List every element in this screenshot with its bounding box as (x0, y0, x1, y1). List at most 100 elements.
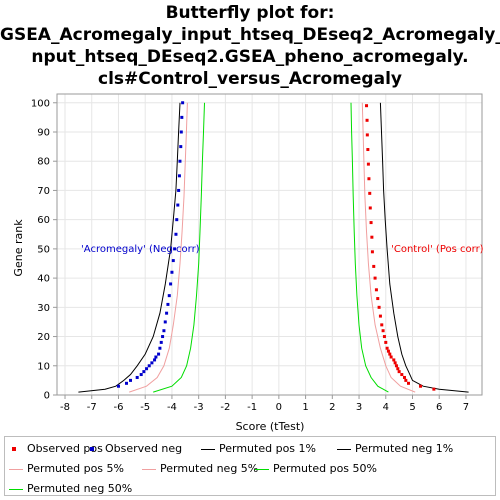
x-tick-label: -2 (220, 402, 230, 413)
point-observed-pos (365, 104, 369, 108)
point-observed-neg (116, 384, 120, 388)
point-observed-neg (157, 352, 161, 356)
point-observed-pos (396, 367, 400, 371)
point-observed-neg (170, 270, 174, 274)
point-observed-pos (378, 314, 382, 318)
x-tick-label: 1 (302, 402, 308, 413)
point-observed-pos (373, 276, 377, 280)
line-permuted-neg-50 (153, 102, 205, 393)
series-permuted-neg-50 (153, 102, 205, 393)
point-observed-neg (139, 373, 143, 377)
point-observed-neg (158, 346, 162, 350)
legend-swatch (255, 464, 269, 474)
point-observed-neg (150, 361, 154, 365)
legend-label: Permuted neg 5% (160, 462, 259, 475)
plot-area (57, 94, 482, 395)
point-observed-neg (177, 188, 181, 192)
legend-label: Permuted pos 1% (219, 442, 316, 455)
legend-label: Permuted pos 50% (273, 462, 377, 475)
point-observed-pos (404, 378, 408, 382)
point-observed-neg (147, 364, 151, 368)
legend-item-observed-neg: Observed neg (87, 442, 182, 455)
point-observed-neg (171, 259, 175, 263)
legend-swatch (337, 444, 351, 454)
point-observed-neg (163, 320, 167, 324)
point-observed-pos (432, 387, 436, 391)
y-tick-label: 90 (37, 127, 50, 138)
point-observed-pos (393, 361, 397, 365)
point-observed-pos (380, 323, 384, 327)
legend-swatch (9, 464, 23, 474)
y-tick-label: 10 (37, 361, 50, 372)
x-tick-label: 5 (409, 402, 415, 413)
title-line-4: cls#Control_versus_Acromegaly (98, 69, 402, 89)
x-tick-label: -3 (194, 402, 204, 413)
point-observed-neg (173, 247, 177, 251)
x-tick-label: 3 (356, 402, 362, 413)
point-observed-pos (372, 264, 376, 268)
legend-label: Permuted neg 1% (355, 442, 454, 455)
x-tick-label: 2 (329, 402, 335, 413)
point-observed-neg (153, 358, 157, 362)
point-observed-pos (384, 340, 388, 344)
x-tick-label: 7 (463, 402, 469, 413)
title-line-3: nput_htseq_DEseq2.GSEA_pheno_acromegaly. (31, 47, 469, 67)
point-observed-neg (174, 232, 178, 236)
point-observed-neg (178, 159, 182, 163)
line-permuted-neg-5 (129, 102, 188, 393)
point-observed-neg (159, 340, 163, 344)
point-observed-neg (166, 302, 170, 306)
chart-title: Butterfly plot for: GSEA_Acromegaly_inpu… (0, 2, 500, 90)
series-permuted-neg-5 (129, 102, 188, 393)
grid (57, 94, 482, 396)
legend: Observed pos Observed neg Permuted pos 1% P… (4, 436, 496, 496)
legend-item-permuted-neg-1: Permuted neg 1% (337, 442, 453, 455)
x-tick-label: 6 (436, 402, 442, 413)
point-observed-pos (368, 191, 372, 195)
point-observed-neg (179, 130, 183, 134)
point-observed-neg (142, 370, 146, 374)
point-observed-pos (392, 358, 396, 362)
legend-label: Permuted pos 5% (27, 462, 124, 475)
annotation-neg-corr: 'Acromegaly' (Neg corr) (81, 244, 200, 255)
point-observed-neg (181, 101, 185, 105)
legend-item-observed-pos: Observed pos (9, 442, 103, 455)
legend-swatch (9, 444, 23, 454)
line-permuted-pos-1 (379, 102, 469, 393)
y-tick-label: 20 (37, 332, 50, 343)
point-observed-pos (400, 373, 404, 377)
x-tick-label: -8 (60, 402, 70, 413)
point-observed-pos (389, 355, 393, 359)
point-observed-neg (129, 378, 133, 382)
legend-label: Observed neg (105, 442, 183, 455)
point-observed-neg (167, 294, 171, 298)
point-observed-pos (386, 349, 390, 353)
point-observed-pos (376, 297, 380, 301)
x-tick-label: -5 (140, 402, 150, 413)
y-axis-label: Gene rank (12, 219, 25, 277)
y-tick-label: 50 (37, 244, 50, 255)
legend-item-permuted-pos-1: Permuted pos 1% (201, 442, 316, 455)
legend-item-permuted-pos-5: Permuted pos 5% (9, 462, 124, 475)
point-observed-neg (179, 145, 183, 149)
point-observed-pos (394, 364, 398, 368)
legend-swatch (87, 444, 101, 454)
point-observed-pos (370, 235, 374, 239)
x-tick-label: -6 (113, 402, 123, 413)
point-observed-pos (366, 148, 370, 152)
point-observed-pos (366, 162, 370, 166)
point-observed-neg (135, 375, 139, 379)
point-observed-pos (377, 305, 381, 309)
point-observed-pos (402, 375, 406, 379)
y-tick-label: 60 (37, 215, 50, 226)
legend-swatch (142, 464, 156, 474)
point-observed-pos (367, 177, 371, 181)
x-tick-label: -1 (247, 402, 257, 413)
ticks: -8 -7 -6 -5 -4 -3 -2 -1 0 1 2 3 4 5 6 70102030405060708… (31, 98, 469, 413)
title-line-2: GSEA_Acromegaly_input_htseq_DEseq2_Acrom… (0, 25, 500, 45)
series-layer (78, 101, 469, 393)
series-observed-neg (116, 101, 185, 388)
x-tick-label: -7 (87, 402, 97, 413)
point-observed-neg (124, 381, 128, 385)
line-permuted-pos-50 (350, 102, 389, 393)
